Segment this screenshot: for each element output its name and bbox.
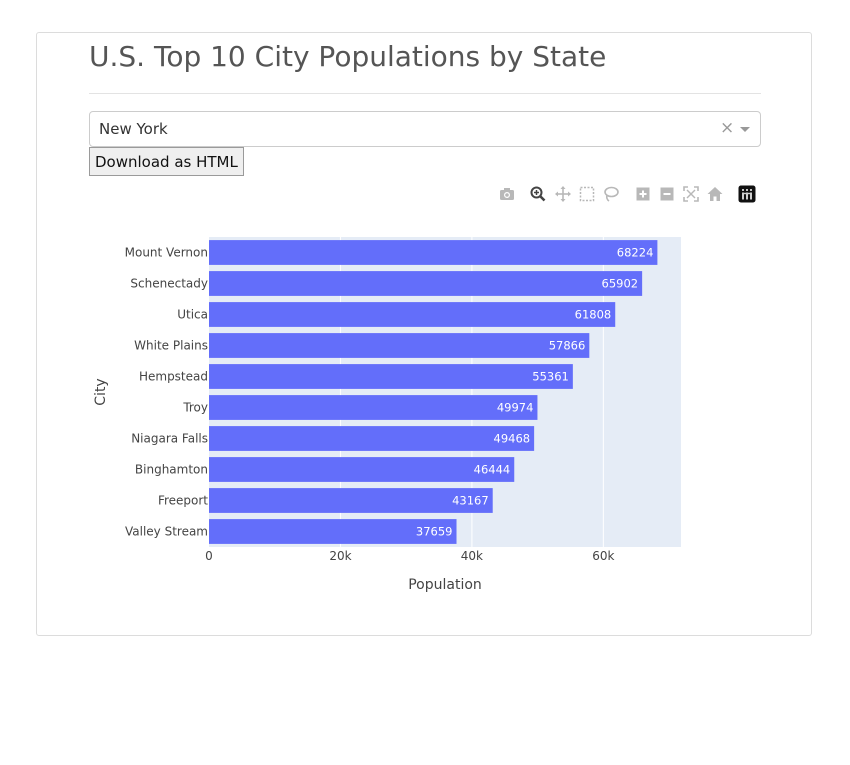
- pan-icon[interactable]: [553, 184, 573, 204]
- bar[interactable]: [209, 395, 538, 420]
- bar-value-label: 57866: [549, 339, 586, 353]
- title-divider: [89, 93, 761, 94]
- y-tick-label: Mount Vernon: [125, 246, 208, 260]
- bar-value-label: 49468: [494, 432, 531, 446]
- bar[interactable]: [209, 364, 573, 389]
- bar-value-label: 49974: [497, 401, 534, 415]
- y-tick-label: Niagara Falls: [131, 432, 208, 446]
- x-tick-label: 40k: [461, 549, 483, 563]
- zoom-out-icon[interactable]: [657, 184, 677, 204]
- bar-value-label: 46444: [474, 463, 511, 477]
- zoom-icon[interactable]: [528, 184, 548, 204]
- x-tick-label: 0: [205, 549, 213, 563]
- autoscale-icon[interactable]: [681, 184, 701, 204]
- bar[interactable]: [209, 519, 457, 544]
- x-axis-title: Population: [408, 577, 482, 593]
- y-tick-label: Schenectady: [130, 277, 208, 291]
- bar-value-label: 37659: [416, 525, 453, 539]
- y-tick-label: Binghamton: [135, 463, 208, 477]
- zoom-in-icon[interactable]: [633, 184, 653, 204]
- plotly-logo-icon[interactable]: [737, 184, 757, 204]
- y-tick-label: Troy: [182, 401, 208, 415]
- camera-icon[interactable]: [497, 184, 517, 204]
- bar-value-label: 55361: [532, 370, 569, 384]
- bar[interactable]: [209, 488, 493, 513]
- box-select-icon[interactable]: [577, 184, 597, 204]
- bar[interactable]: [209, 457, 515, 482]
- bar-value-label: 43167: [452, 494, 489, 508]
- y-tick-label: Utica: [177, 308, 208, 322]
- y-tick-label: Hempstead: [139, 370, 208, 384]
- bar-value-label: 68224: [617, 246, 654, 260]
- bar[interactable]: [209, 271, 643, 296]
- page-title: U.S. Top 10 City Populations by State: [89, 40, 607, 73]
- bar[interactable]: [209, 426, 535, 451]
- state-dropdown[interactable]: New York ×: [89, 111, 761, 147]
- bar-value-label: 65902: [602, 277, 639, 291]
- x-tick-label: 60k: [592, 549, 614, 563]
- bar[interactable]: [209, 302, 616, 327]
- clear-selection-icon[interactable]: ×: [720, 118, 735, 138]
- y-axis-title: City: [93, 378, 109, 405]
- y-tick-label: White Plains: [134, 339, 208, 353]
- y-tick-label: Freeport: [158, 494, 208, 508]
- y-tick-label: Valley Stream: [125, 525, 208, 539]
- reset-axes-icon[interactable]: [705, 184, 725, 204]
- bar-value-label: 61808: [575, 308, 612, 322]
- bar[interactable]: [209, 240, 658, 265]
- download-html-button[interactable]: Download as HTML: [89, 147, 244, 176]
- chevron-down-icon[interactable]: [740, 127, 750, 132]
- bar[interactable]: [209, 333, 590, 358]
- lasso-select-icon[interactable]: [601, 184, 621, 204]
- x-tick-label: 20k: [329, 549, 351, 563]
- state-dropdown-value: New York: [99, 120, 168, 138]
